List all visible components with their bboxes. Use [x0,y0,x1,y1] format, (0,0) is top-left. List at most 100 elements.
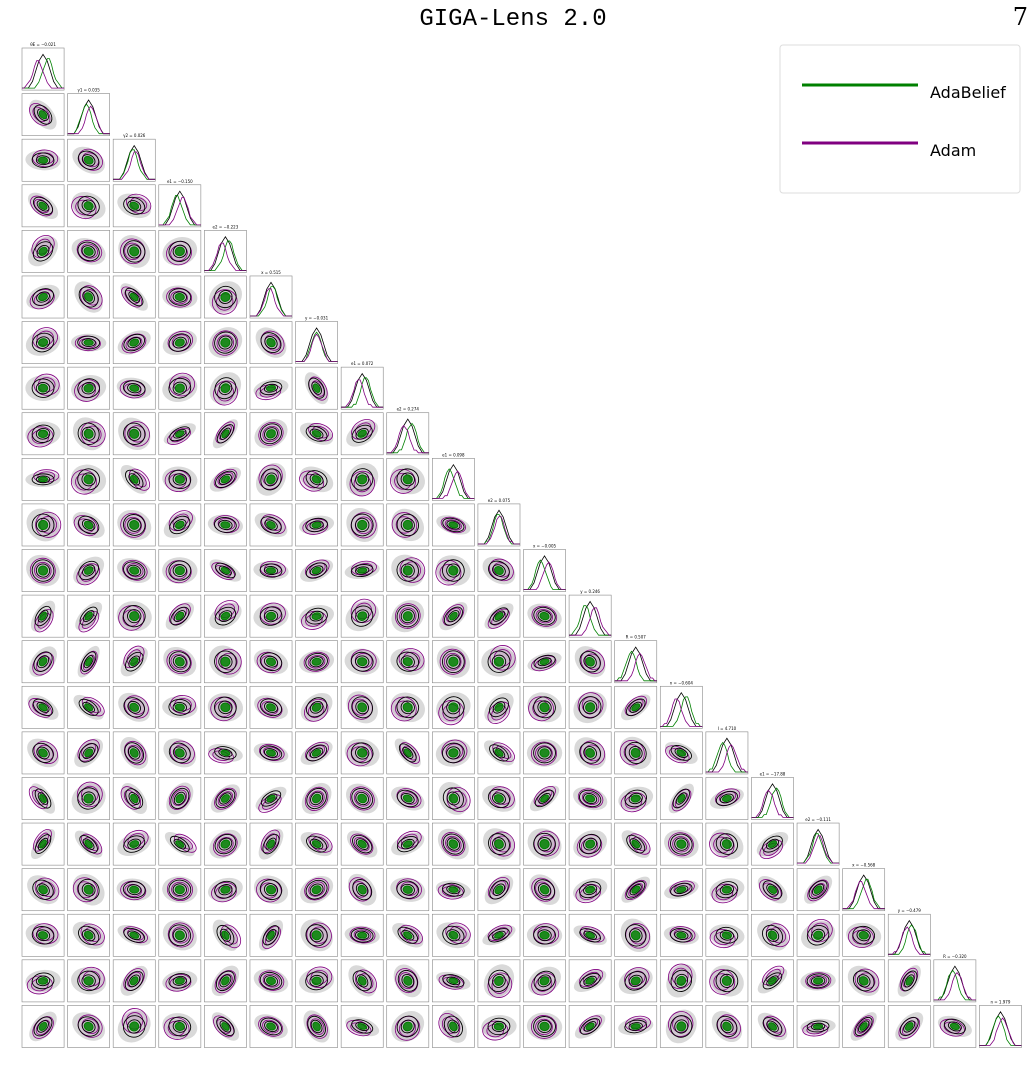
pair-panel [21,321,65,364]
contour [264,472,278,487]
contour [537,610,552,622]
contour [716,1015,738,1038]
adabelief-contour [129,976,139,986]
adabelief-contour [129,885,140,894]
pair-panel [614,959,658,1003]
pair-panel [249,959,293,1003]
contour [491,1020,507,1032]
pair-panel [523,913,566,957]
contour [123,240,146,263]
marginal-histogram [432,463,475,499]
contour [583,700,598,715]
adabelief-contour [83,520,94,530]
contour [624,1019,648,1034]
panel-frame [295,549,338,592]
pair-panel [249,1005,293,1048]
contour [218,335,233,350]
marginal-histogram [432,468,475,499]
contour [34,605,52,627]
marginal-histogram [569,607,612,636]
adabelief-contour [129,338,140,347]
running-header: GIGA-Lens 2.0 [419,6,606,33]
contour [78,743,99,763]
pair-panel [295,412,338,456]
contour [218,700,233,715]
pair-panel [112,640,156,684]
diagonal-panel: y = −0.479 [887,908,931,957]
adabelief-contour [767,930,778,941]
contour [263,975,279,987]
contour [578,696,602,719]
adabelief-contour [174,656,185,667]
contour [122,380,146,397]
contour [168,924,192,947]
contour [262,833,280,855]
adabelief-contour [174,246,185,257]
pair-panel [386,959,430,1003]
pair-panel [67,458,110,501]
adabelief-contour [357,519,368,531]
adabelief-contour [448,702,459,713]
pair-panel [67,184,110,228]
adabelief-contour [220,794,230,803]
contour [674,1019,689,1034]
adabelief-contour [129,566,140,575]
contour [352,879,373,901]
adabelief-contour [83,884,94,895]
adabelief-contour [83,793,94,804]
contour [81,338,96,347]
adabelief-contour [539,658,550,665]
contour [259,381,283,396]
marginal-histogram [204,242,247,271]
contour [537,700,552,715]
contour [446,929,461,942]
contour [761,924,784,946]
pair-panel [568,822,612,866]
marginal-histogram [523,561,566,590]
adabelief-contour [630,976,641,986]
pair-panel [21,93,65,136]
adabelief-contour [858,976,869,986]
adabelief-contour [221,976,230,986]
contour [214,517,237,533]
contour [31,513,55,537]
contour [400,563,415,578]
pair-panel [112,184,156,228]
marginal-histogram [22,53,65,89]
pair-panel [67,777,110,820]
contour [533,606,556,626]
pair-panel [158,731,202,775]
panel-frame [158,913,202,957]
contour [719,884,735,896]
pair-panel [477,731,521,775]
contour [446,976,461,986]
marginal-histogram [158,197,201,226]
contour [173,838,187,850]
pair-panel [477,594,521,638]
contour [719,793,734,804]
pair-panel [249,868,293,912]
contour [355,791,370,806]
contour [625,698,646,717]
diagonal-panel: x = −0.568 [842,863,886,912]
panel-frame [751,959,794,1003]
marginal-histogram [751,789,794,818]
contour [122,1015,146,1038]
adabelief-contour [174,977,185,985]
contour [305,470,328,489]
contour [127,426,142,441]
adabelief-contour [539,748,550,758]
panel-frame [432,685,475,729]
adabelief-contour [676,1021,687,1032]
pair-panel [21,230,65,273]
marginal-histogram [477,516,520,545]
adabelief-contour [38,292,48,302]
panel-frame [295,868,338,912]
adabelief-contour [38,703,48,712]
contour [442,787,464,810]
adabelief-contour [539,839,550,850]
adabelief-contour [448,521,459,529]
contour [355,655,370,668]
adabelief-contour [767,840,778,848]
adabelief-contour [311,612,322,620]
